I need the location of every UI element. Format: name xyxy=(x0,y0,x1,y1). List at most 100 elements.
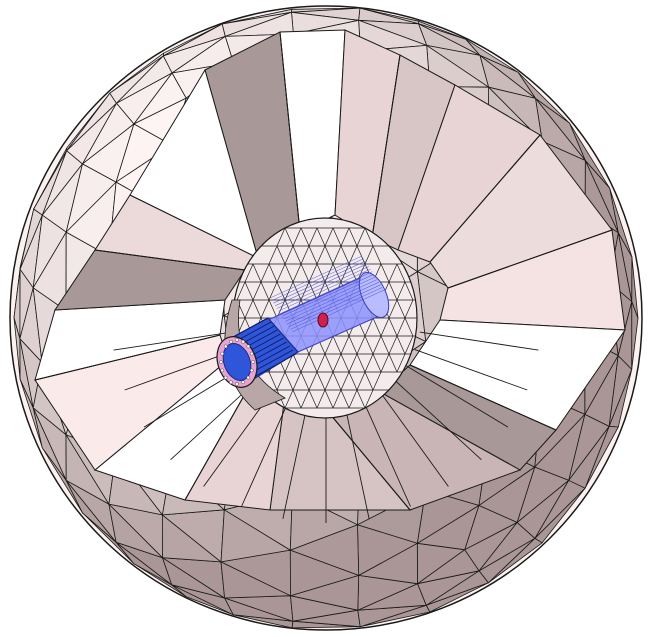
ring-bolt xyxy=(235,338,239,342)
inner-grid-line xyxy=(348,353,358,373)
inner-grid-line xyxy=(284,371,294,391)
skirt-line xyxy=(241,400,290,507)
inner-grid-line xyxy=(308,227,318,247)
inner-grid-line xyxy=(380,335,390,355)
inner-grid-line xyxy=(292,389,302,409)
inner-grid-line xyxy=(332,389,342,409)
inner-grid-line xyxy=(380,317,390,337)
inner-grid-line xyxy=(364,245,374,265)
cylinder-bore xyxy=(222,343,252,381)
cylinder-stave xyxy=(286,281,380,325)
inner-grid-line xyxy=(276,227,286,247)
inner-grid-line xyxy=(332,245,342,265)
inner-grid-line xyxy=(276,281,286,301)
inner-grid-line xyxy=(372,353,382,373)
inner-grid-line xyxy=(364,335,374,355)
inner-grid-line xyxy=(268,299,278,319)
inner-grid-line xyxy=(292,371,302,391)
wedge-crease xyxy=(184,384,251,501)
inner-grid-line xyxy=(308,263,318,283)
inner-grid-line xyxy=(300,371,310,391)
inner-grid-line xyxy=(268,371,278,391)
inner-grid-line xyxy=(324,335,334,355)
inner-grid-line xyxy=(308,281,318,301)
inner-grid-line xyxy=(404,299,414,319)
inner-grid-line xyxy=(396,353,406,373)
inner-grid-line xyxy=(372,317,382,337)
ring-bolt xyxy=(241,380,245,385)
inner-grid-line xyxy=(316,245,326,265)
inner-grid-line xyxy=(388,335,398,355)
inner-grid-line xyxy=(324,371,334,391)
inner-grid-line xyxy=(404,335,414,355)
ring-bolt xyxy=(241,339,245,344)
inner-grid-line xyxy=(292,281,302,301)
inner-grid-line xyxy=(252,263,262,283)
inner-grid-line xyxy=(252,281,262,301)
inner-grid-line xyxy=(284,227,294,247)
inner-grid-line xyxy=(356,353,366,373)
inner-grid-line xyxy=(244,281,254,301)
inner-grid-line xyxy=(292,227,302,247)
skirt-line xyxy=(406,365,509,428)
inner-grid-line xyxy=(372,245,382,265)
inner-grid-line xyxy=(284,245,294,265)
inner-grid-line xyxy=(284,263,294,283)
inner-grid-line xyxy=(332,353,342,373)
ring-bolt xyxy=(229,339,233,344)
inner-grid-line xyxy=(348,389,358,409)
inner-grid-line xyxy=(324,389,334,409)
inner-grid-line xyxy=(388,263,398,283)
inner-grid-line xyxy=(252,299,262,319)
inner-grid-line xyxy=(340,263,350,283)
cylinder-stave xyxy=(290,287,383,330)
inner-grid-line xyxy=(300,353,310,373)
cylinder-stave xyxy=(273,260,366,304)
inner-grid-line xyxy=(364,353,374,373)
inner-grid-line xyxy=(324,227,334,247)
wedge-crease xyxy=(34,334,221,381)
skirt-line xyxy=(419,331,539,351)
inner-grid-line xyxy=(300,263,310,283)
ring-bolt xyxy=(246,375,251,380)
inner-grid-line xyxy=(268,281,278,301)
cylinder-stave xyxy=(271,258,364,301)
wedge-crease xyxy=(429,134,541,263)
inner-grid-line xyxy=(396,263,406,283)
inner-grid-line xyxy=(388,281,398,301)
center-target xyxy=(317,312,329,328)
inner-grid-line xyxy=(340,335,350,355)
inner-grid-line xyxy=(364,371,374,391)
inner-grid-line xyxy=(300,245,310,265)
inner-grid-line xyxy=(332,227,342,247)
inner-grid-line xyxy=(276,263,286,283)
inner-grid-line xyxy=(292,353,302,373)
cylinder-near-stave xyxy=(251,353,297,379)
skirt-line xyxy=(344,406,370,519)
inner-grid-line xyxy=(380,353,390,373)
inner-grid-line xyxy=(316,227,326,247)
ring-bolt xyxy=(251,360,255,364)
skirt-line xyxy=(379,391,449,487)
inner-grid-line xyxy=(260,299,270,319)
inner-grid-line xyxy=(372,371,382,391)
inner-grid-line xyxy=(396,281,406,301)
inner-grid-line xyxy=(308,353,318,373)
skirt-line xyxy=(414,349,528,391)
inner-grid-line xyxy=(324,245,334,265)
inner-grid-line xyxy=(404,281,414,301)
inner-grid-line xyxy=(340,245,350,265)
inner-grid-line xyxy=(380,263,390,283)
wedge-crease xyxy=(94,249,246,271)
inner-grid-line xyxy=(284,353,294,373)
inner-grid-line xyxy=(292,245,302,265)
wedge-crease xyxy=(371,54,401,239)
inner-grid-line xyxy=(356,389,366,409)
inner-grid-line xyxy=(396,299,406,319)
cylinder-stave xyxy=(283,276,376,320)
ring-bolt xyxy=(249,351,254,356)
inner-grid-line xyxy=(404,317,414,337)
central-cylinder xyxy=(216,255,390,388)
